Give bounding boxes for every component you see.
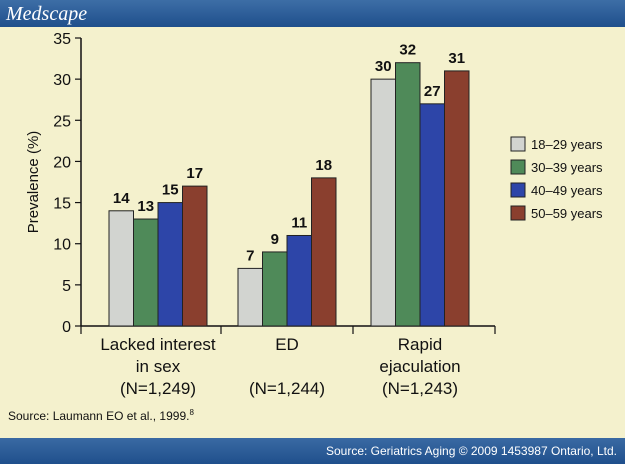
footer-bar: Source: Geriatrics Aging © 2009 1453987 …: [0, 438, 625, 464]
x-category-label: ejaculation: [379, 357, 460, 376]
source-note-superscript: 8: [189, 408, 194, 417]
y-tick-label: 15: [53, 196, 71, 213]
legend-label: 40–49 years: [531, 183, 603, 198]
x-category-label: Lacked interest: [100, 335, 216, 354]
bar-value-label: 30: [375, 58, 392, 75]
prevalence-bar-chart: 0 5 10 15 20 25 30 35 Prevalence (%) 14 13 15 17 Lack…: [25, 31, 603, 398]
source-note: Source: Laumann EO et al., 1999.8: [8, 408, 194, 423]
bar-value-label: 15: [162, 182, 179, 199]
bar: [370, 78, 396, 327]
bar: [311, 177, 337, 327]
bar-value-label: 18: [315, 157, 332, 174]
legend-swatch: [510, 159, 526, 175]
x-category-label: Rapid: [398, 335, 442, 354]
bar: [237, 267, 263, 327]
bar-value-label: 32: [399, 42, 416, 59]
header-bar: Medscape: [0, 0, 625, 27]
footer-text: Source: Geriatrics Aging © 2009 1453987 …: [325, 444, 617, 458]
bar: [133, 218, 159, 327]
y-tick-label: 10: [53, 237, 71, 254]
bar-value-label: 7: [246, 247, 254, 264]
bar: [286, 234, 312, 327]
bar-value-label: 17: [186, 165, 203, 182]
y-tick-label: 20: [53, 154, 71, 171]
legend-swatch: [510, 136, 526, 152]
y-tick-label: 25: [53, 113, 71, 130]
bar: [444, 70, 470, 327]
bar: [395, 62, 421, 327]
bar: [419, 103, 445, 327]
y-tick-label: 35: [53, 31, 71, 48]
y-tick-label: 30: [53, 72, 71, 89]
bar: [157, 202, 183, 327]
y-axis-title: Prevalence (%): [25, 131, 42, 234]
bar-value-label: 14: [113, 190, 130, 207]
medscape-logo: Medscape: [6, 3, 88, 25]
legend-label: 18–29 years: [531, 137, 603, 152]
bar-value-label: 27: [424, 83, 441, 100]
bar-value-label: 11: [291, 214, 307, 231]
legend-label: 50–59 years: [531, 206, 603, 221]
bar-value-label: 31: [448, 50, 465, 67]
bar-value-label: 13: [137, 198, 154, 215]
bar: [182, 185, 208, 327]
source-note-text: Source: Laumann EO et al., 1999.: [8, 409, 190, 423]
x-category-label: (N=1,243): [382, 379, 458, 398]
x-category-label: ED: [275, 335, 299, 354]
x-category-label: in sex: [136, 357, 181, 376]
legend-swatch: [510, 205, 526, 221]
bar: [108, 210, 134, 327]
y-tick-label: 0: [62, 319, 71, 336]
x-category-label: (N=1,249): [120, 379, 196, 398]
bar-value-label: 9: [271, 231, 279, 248]
y-tick-label: 5: [62, 278, 71, 295]
bar: [262, 251, 288, 327]
legend-swatch: [510, 182, 526, 198]
legend-label: 30–39 years: [531, 160, 603, 175]
x-category-label: (N=1,244): [249, 379, 325, 398]
